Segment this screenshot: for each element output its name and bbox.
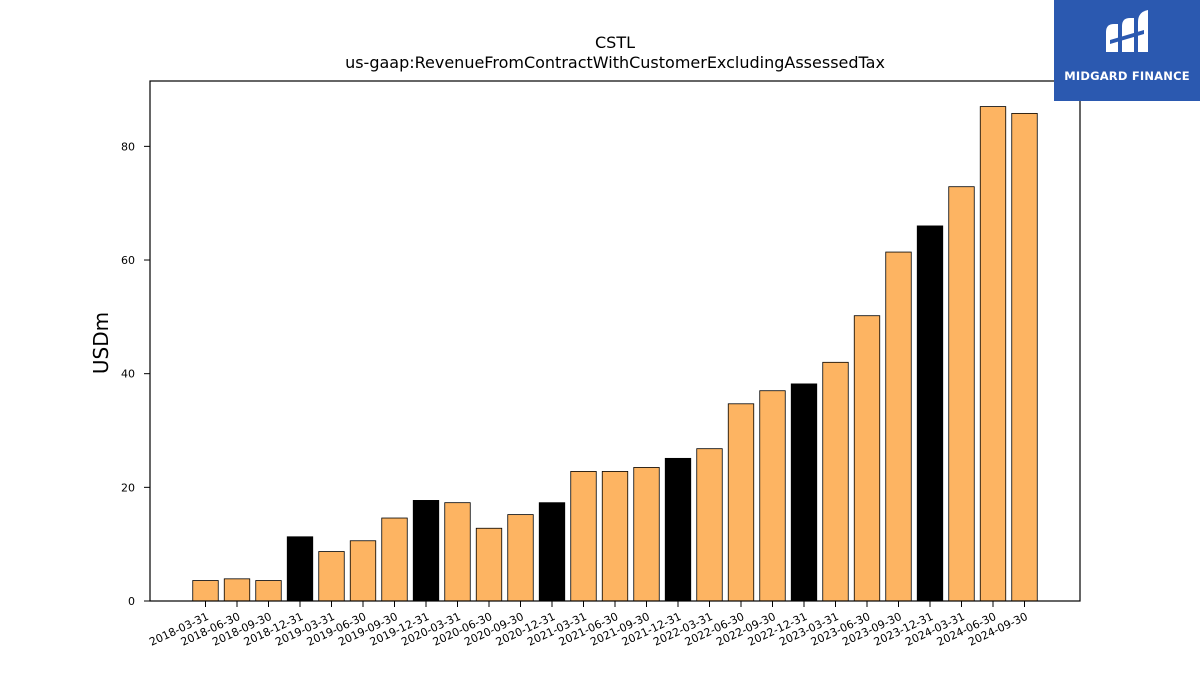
bar-2020-06-30 (475, 527, 503, 602)
bar-2019-12-31 (412, 500, 440, 602)
bar-2023-03-31 (822, 361, 849, 602)
bar-2023-09-30 (885, 251, 912, 602)
bar-2024-03-31 (948, 186, 975, 602)
chart-subtitle: us-gaap:RevenueFromContractWithCustomerE… (345, 53, 885, 72)
chart-title: CSTL (595, 33, 635, 52)
bar-2021-06-30 (601, 471, 629, 602)
bar-2020-03-31 (444, 502, 471, 602)
bar-2022-12-31 (790, 383, 818, 602)
bar-2021-12-31 (664, 457, 692, 602)
bar-2022-03-31 (696, 448, 723, 602)
y-axis-ticks: 0 20 40 60 80 (121, 140, 150, 608)
y-tick-label: 0 (128, 595, 135, 608)
bar-2019-06-30 (349, 540, 377, 602)
bar-2024-06-30 (979, 106, 1007, 602)
y-tick-label: 40 (121, 368, 135, 381)
x-axis-ticks: 2018-03-312018-06-302018-09-302018-12-31… (147, 601, 1030, 649)
bar-2018-12-31 (286, 536, 314, 602)
bars-group (192, 106, 1038, 602)
y-tick-label: 60 (121, 254, 135, 267)
midgard-logo-icon (1106, 10, 1148, 52)
bar-2021-09-30 (633, 467, 660, 602)
bar-2024-09-30 (1011, 112, 1038, 602)
logo-text: MIDGARD FINANCE (1064, 69, 1190, 83)
plot-frame (149, 80, 1081, 602)
bar-2023-06-30 (853, 315, 881, 602)
bar-2018-06-30 (223, 578, 251, 602)
bar-2020-12-31 (538, 502, 566, 602)
bar-2022-09-30 (759, 390, 786, 602)
bar-2019-09-30 (381, 517, 408, 602)
bar-2023-12-31 (916, 225, 944, 602)
bar-2018-03-31 (192, 580, 219, 602)
y-tick-label: 20 (121, 481, 135, 494)
bar-2018-09-30 (255, 580, 282, 602)
bar-2019-03-31 (318, 551, 345, 602)
y-tick-label: 80 (121, 140, 135, 153)
midgard-finance-logo: MIDGARD FINANCE (1054, 0, 1200, 101)
bar-2021-03-31 (570, 471, 597, 602)
y-axis-label: USDm (89, 312, 113, 374)
bar-2020-09-30 (507, 514, 534, 602)
bar-2022-06-30 (727, 403, 755, 602)
